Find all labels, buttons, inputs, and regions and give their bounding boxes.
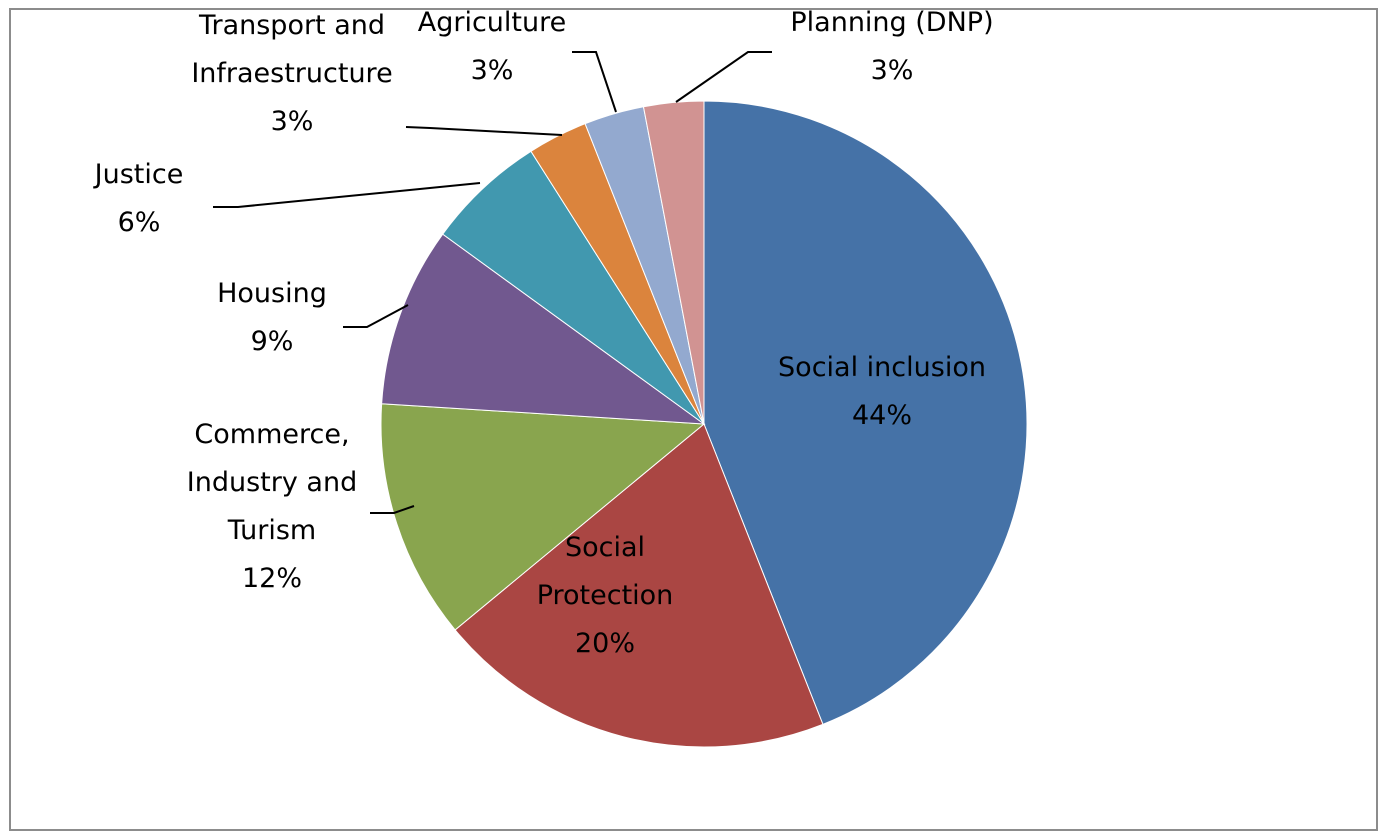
data-label-7: Agriculture 3% <box>418 7 567 86</box>
data-label-value: 20% <box>575 628 635 659</box>
leader-line-6 <box>405 126 563 136</box>
data-label-value: 3% <box>271 106 314 137</box>
pie-slice-3 <box>380 403 706 631</box>
data-label-text: Transport and <box>198 10 385 41</box>
leader-line-7 <box>572 51 617 113</box>
data-label-text: Planning (DNP) <box>790 7 993 38</box>
data-label-text: Housing <box>217 278 327 309</box>
pie-slice-8 <box>642 100 705 425</box>
leader-line-5 <box>213 182 481 208</box>
leader-line-8 <box>675 51 772 103</box>
pie-slice-2 <box>454 423 824 748</box>
data-label-value: 9% <box>251 326 294 357</box>
data-label-text: Infraestructure <box>191 58 392 89</box>
data-label-2: Social Protection 20% <box>537 532 674 659</box>
data-label-text: Industry and <box>187 467 357 498</box>
data-label-text: Commerce, <box>194 419 349 450</box>
leader-line-3 <box>370 505 415 514</box>
data-label-value: 3% <box>871 55 914 86</box>
leader-line-4 <box>343 304 409 328</box>
data-label-text: Social <box>565 532 645 563</box>
pie-slice-5 <box>441 150 705 425</box>
data-label-3: Commerce, Industry and Turism 12% <box>187 419 357 594</box>
data-label-5: Justice 6% <box>93 159 184 238</box>
data-label-text: Justice <box>93 159 184 190</box>
data-label-1: Social inclusion 44% <box>778 352 986 431</box>
data-label-text: Social inclusion <box>778 352 986 383</box>
data-label-4: Housing 9% <box>217 278 327 357</box>
pie-slice-1 <box>703 100 1028 725</box>
data-label-text: Agriculture <box>418 7 567 38</box>
data-label-text: Protection <box>537 580 674 611</box>
data-label-value: 3% <box>471 55 514 86</box>
data-label-value: 12% <box>242 563 302 594</box>
data-label-8: Planning (DNP) 3% <box>790 7 993 86</box>
data-label-6: Transport and Infraestructure 3% <box>191 10 392 137</box>
data-label-value: 6% <box>118 207 161 238</box>
data-label-value: 44% <box>852 400 912 431</box>
data-label-text: Turism <box>227 515 316 546</box>
pie-slice-4 <box>381 233 706 425</box>
